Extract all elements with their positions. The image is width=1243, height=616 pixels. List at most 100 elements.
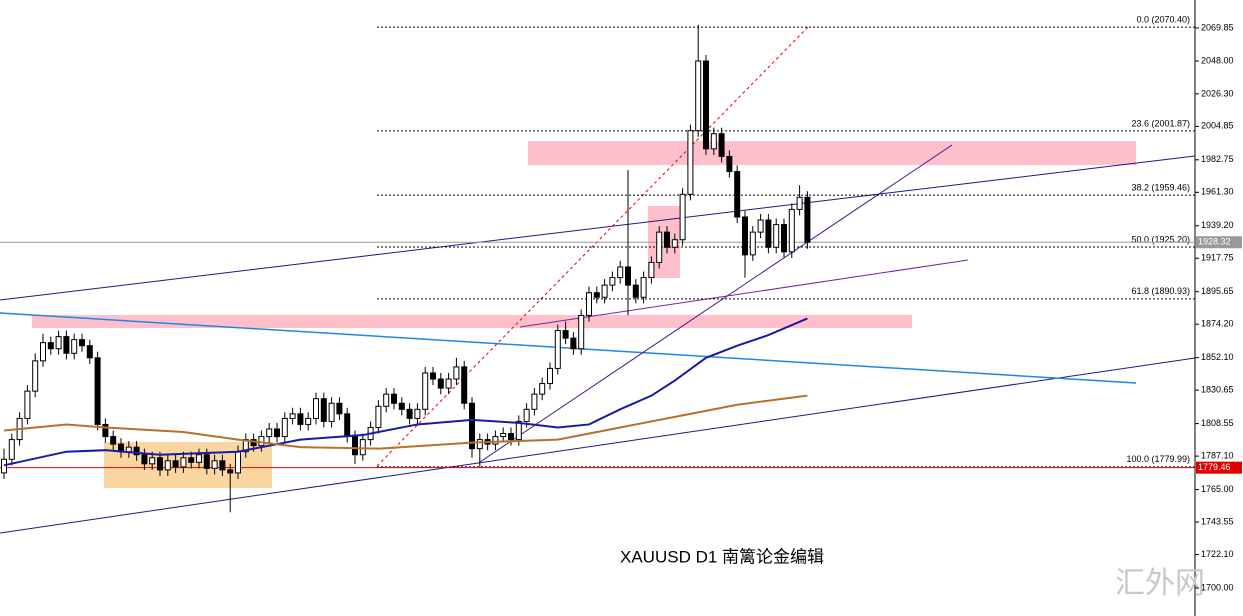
candle-body: [180, 457, 187, 468]
candle-body: [24, 390, 31, 419]
y-tick-label: 1743.55: [1201, 516, 1234, 526]
candle-body: [110, 436, 117, 445]
candle-body: [40, 342, 46, 362]
candle-body: [570, 337, 577, 350]
candle-body: [445, 378, 452, 389]
y-tick-label: 1982.75: [1201, 154, 1234, 164]
candle-body: [94, 357, 101, 425]
candle-body: [157, 457, 163, 471]
candle-body: [757, 219, 764, 233]
y-tick-label: 2004.85: [1201, 121, 1234, 131]
candle-body: [32, 360, 39, 392]
candle-body: [211, 460, 218, 469]
trend-line: [0, 155, 1196, 301]
candle-body: [172, 460, 179, 468]
candle-body: [55, 336, 62, 350]
price-tag: [1196, 236, 1242, 249]
candle-body: [734, 171, 741, 218]
fib-label: 50.0 (1925.20): [1131, 234, 1190, 244]
candle-body: [164, 460, 171, 471]
candle-body: [554, 330, 561, 369]
candle-body: [671, 239, 678, 248]
candle-body: [617, 266, 624, 279]
candle-body: [258, 436, 265, 447]
candle-body: [430, 372, 436, 380]
y-tick-label: 1939.20: [1201, 220, 1234, 230]
fib-label: 38.2 (1959.46): [1131, 182, 1190, 192]
candle-body: [297, 413, 304, 425]
price-tag-label: 1779.46: [1198, 462, 1231, 472]
candle-body: [71, 339, 78, 354]
drawings: [0, 0, 1196, 616]
trend-line: [0, 312, 1137, 384]
candle-body: [664, 231, 670, 248]
candle-body: [398, 402, 405, 410]
y-tick-label: 1852.10: [1201, 352, 1234, 362]
y-tick-label: 1700.00: [1201, 582, 1234, 592]
candle-body: [1, 458, 7, 474]
candle-body: [196, 454, 202, 463]
candle-body: [235, 451, 241, 474]
candle-body: [344, 413, 351, 438]
y-tick-label: 1765.00: [1201, 484, 1234, 494]
candle-body: [578, 314, 585, 350]
candle-body: [219, 460, 226, 471]
y-tick-label: 2069.85: [1201, 22, 1234, 32]
candle-body: [492, 436, 499, 445]
price-tag: [1196, 461, 1242, 474]
annotation: XAUUSD D1 南篱论金编辑: [620, 547, 824, 566]
candle-body: [141, 454, 148, 465]
watermark: 汇外网: [1115, 566, 1205, 601]
candle-body: [102, 423, 109, 438]
candle-body: [406, 408, 413, 419]
y-tick-label: 2048.00: [1201, 55, 1234, 65]
candle-body: [313, 398, 319, 419]
candle-body: [289, 413, 296, 419]
candle-body: [648, 261, 655, 279]
candle-body: [796, 196, 803, 210]
candle-body: [710, 133, 717, 150]
candle-body: [625, 266, 631, 286]
candle-body: [8, 439, 15, 460]
moving-average: [3, 394, 808, 450]
moving-average: [3, 317, 808, 467]
candle-body: [765, 219, 772, 248]
candle-body: [266, 428, 273, 438]
candle-body: [227, 469, 234, 474]
candle-body: [788, 208, 795, 253]
fib-label: 100.0 (1779.99): [1126, 454, 1190, 464]
candle-body: [203, 454, 210, 469]
candle-body: [469, 402, 475, 450]
price-tag-label: 1928.32: [1198, 237, 1231, 247]
candle-body: [523, 408, 530, 422]
candle-body: [531, 393, 538, 410]
candle-body: [695, 60, 702, 132]
candle-body: [781, 224, 787, 253]
candle-body: [359, 439, 366, 456]
candle-body: [305, 417, 312, 425]
candle-body: [718, 133, 725, 157]
candle-body: [352, 436, 358, 456]
y-tick-label: 1808.55: [1201, 418, 1234, 428]
candle-body: [804, 196, 811, 243]
y-tick-label: 1787.10: [1201, 450, 1234, 460]
candle-body: [476, 439, 483, 450]
y-tick-label: 1961.30: [1201, 187, 1234, 197]
fib-label: 0.0 (2070.40): [1136, 14, 1190, 24]
candle-body: [328, 402, 335, 422]
candle-body: [336, 402, 343, 415]
candle-body: [320, 398, 327, 422]
y-tick-label: 2026.30: [1201, 88, 1234, 98]
fib-label: 23.6 (2001.87): [1131, 118, 1190, 128]
y-tick-label: 1874.20: [1201, 319, 1234, 329]
y-tick-label: 1722.10: [1201, 549, 1234, 559]
candle-body: [773, 224, 780, 248]
candle-body: [547, 367, 553, 385]
candle-body: [703, 60, 709, 150]
trend-line: [479, 144, 953, 463]
candle-body: [656, 231, 663, 263]
candle-body: [79, 339, 85, 347]
candle-body: [47, 342, 54, 350]
candle-body: [133, 446, 140, 456]
